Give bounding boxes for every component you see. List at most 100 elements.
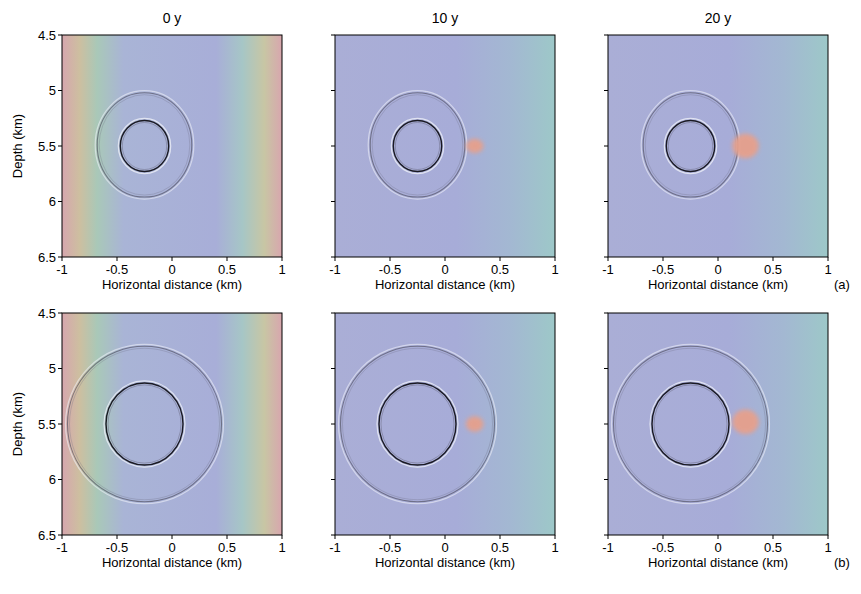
reflector-shadow bbox=[343, 348, 493, 499]
background bbox=[62, 313, 282, 535]
background bbox=[335, 313, 555, 535]
plot-area bbox=[62, 35, 282, 257]
reflector-halo bbox=[664, 118, 716, 173]
y-axis-title: Depth (km) bbox=[10, 114, 25, 178]
y-tick bbox=[58, 257, 62, 258]
y-tick bbox=[331, 368, 335, 369]
background bbox=[608, 313, 828, 535]
x-axis-title: Horizontal distance (km) bbox=[648, 555, 788, 570]
y-tick bbox=[331, 201, 335, 202]
x-axis-title: Horizontal distance (km) bbox=[102, 277, 242, 292]
x-tick-label: 1 bbox=[824, 262, 831, 277]
co2-plume bbox=[732, 134, 758, 158]
x-tick-label: -1 bbox=[329, 540, 341, 555]
co2-plume bbox=[466, 139, 484, 153]
panel-label: (b) bbox=[834, 555, 850, 570]
panel-label: (a) bbox=[834, 277, 850, 292]
x-tick bbox=[445, 257, 446, 261]
x-tick bbox=[172, 257, 173, 261]
x-tick bbox=[390, 535, 391, 539]
x-tick-label: 0 bbox=[441, 262, 448, 277]
reflector bbox=[68, 346, 222, 501]
y-tick bbox=[58, 35, 62, 36]
co2-plume bbox=[732, 410, 758, 434]
x-tick bbox=[117, 535, 118, 539]
x-tick bbox=[117, 257, 118, 261]
y-tick bbox=[58, 201, 62, 202]
reflector-shadow bbox=[99, 95, 190, 195]
y-tick-label: 6.5 bbox=[38, 528, 56, 543]
x-tick-label: 0 bbox=[441, 540, 448, 555]
reflector-halo bbox=[641, 91, 740, 199]
y-tick bbox=[331, 146, 335, 147]
y-tick-label: 5.5 bbox=[38, 139, 56, 154]
x-tick-label: 0.5 bbox=[764, 262, 782, 277]
x-axis-title: Horizontal distance (km) bbox=[375, 555, 515, 570]
y-axis-title: Depth (km) bbox=[10, 392, 25, 456]
y-tick bbox=[331, 257, 335, 258]
x-tick-label: 1 bbox=[278, 262, 285, 277]
x-tick bbox=[663, 535, 664, 539]
y-tick bbox=[58, 146, 62, 147]
y-tick bbox=[604, 424, 608, 425]
x-tick-label: 1 bbox=[551, 262, 558, 277]
panel-title: 10 y bbox=[432, 10, 458, 26]
background bbox=[335, 35, 555, 257]
x-tick-label: 0.5 bbox=[764, 540, 782, 555]
reflector-halo bbox=[104, 381, 185, 467]
y-tick bbox=[604, 368, 608, 369]
y-tick bbox=[331, 313, 335, 314]
reflector-shadow bbox=[668, 122, 712, 169]
panel-title: 0 y bbox=[163, 10, 182, 26]
y-tick bbox=[58, 424, 62, 425]
y-tick-label: 6 bbox=[49, 472, 56, 487]
y-tick bbox=[58, 90, 62, 91]
x-tick bbox=[282, 535, 283, 539]
y-tick-label: 4.5 bbox=[38, 28, 56, 43]
x-tick-label: -1 bbox=[329, 262, 341, 277]
y-tick bbox=[604, 35, 608, 36]
x-tick bbox=[227, 535, 228, 539]
panel: -1-0.500.5120 yHorizontal distance (km)(… bbox=[602, 10, 850, 292]
reflector-halo bbox=[339, 344, 497, 503]
reflector bbox=[379, 383, 456, 465]
x-tick bbox=[555, 535, 556, 539]
x-tick-label: 0 bbox=[168, 540, 175, 555]
y-tick bbox=[604, 313, 608, 314]
x-tick-label: 1 bbox=[278, 540, 285, 555]
y-tick bbox=[604, 201, 608, 202]
reflector bbox=[652, 383, 729, 465]
y-tick bbox=[331, 535, 335, 536]
y-tick bbox=[58, 479, 62, 480]
x-tick-label: -0.5 bbox=[106, 540, 128, 555]
x-tick bbox=[335, 257, 336, 261]
x-tick bbox=[390, 257, 391, 261]
reflector-shadow bbox=[122, 122, 166, 169]
panel: -1-0.500.51Horizontal distance (km)(b) bbox=[602, 313, 850, 570]
reflector-halo bbox=[377, 381, 458, 467]
reflector bbox=[120, 120, 168, 171]
x-tick-label: 0.5 bbox=[218, 262, 236, 277]
reflector-halo bbox=[391, 118, 443, 173]
reflector bbox=[370, 93, 465, 197]
reflector bbox=[666, 120, 714, 171]
reflector-shadow bbox=[108, 385, 181, 463]
reflector-halo bbox=[118, 118, 170, 173]
y-tick-label: 5 bbox=[49, 83, 56, 98]
x-tick-label: -0.5 bbox=[379, 540, 401, 555]
x-tick-label: 1 bbox=[551, 540, 558, 555]
background bbox=[608, 35, 828, 257]
y-tick bbox=[604, 90, 608, 91]
panel: -1-0.500.514.555.566.50 yHorizontal dist… bbox=[10, 10, 286, 292]
y-tick bbox=[604, 257, 608, 258]
y-tick bbox=[604, 535, 608, 536]
panel: -1-0.500.514.555.566.5Horizontal distanc… bbox=[10, 306, 286, 571]
reflector-halo bbox=[612, 344, 770, 503]
x-tick bbox=[828, 257, 829, 261]
x-tick-label: 1 bbox=[824, 540, 831, 555]
x-tick-label: 0 bbox=[714, 540, 721, 555]
reflector-shadow bbox=[70, 348, 220, 499]
x-tick-label: -0.5 bbox=[652, 540, 674, 555]
frame bbox=[62, 35, 282, 257]
x-axis-title: Horizontal distance (km) bbox=[102, 555, 242, 570]
